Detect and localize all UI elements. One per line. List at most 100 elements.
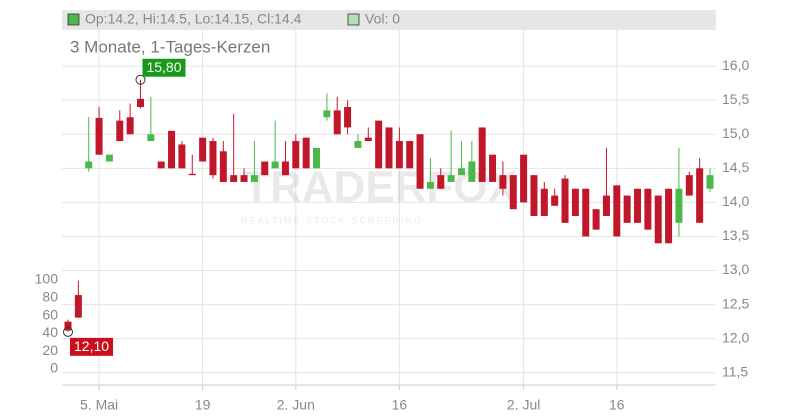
y-tick-label: 15,0 <box>722 125 749 141</box>
candle-body <box>271 161 279 169</box>
candle-body <box>520 154 528 203</box>
candle-body <box>364 137 372 142</box>
candle-body <box>136 98 144 107</box>
candle-body <box>696 168 704 223</box>
candle-body <box>571 188 579 217</box>
annotation-box <box>142 58 186 77</box>
candle-body <box>250 175 258 182</box>
candle-body <box>219 151 227 182</box>
y-tick-label: 12,5 <box>722 295 749 311</box>
y-tick-label: 13,5 <box>722 227 749 243</box>
y-tick-label: 14,0 <box>722 193 749 209</box>
candle-body <box>509 175 517 210</box>
legend-swatch <box>347 13 360 26</box>
candle-body <box>468 161 476 182</box>
chart-title: 3 Monate, 1-Tages-Kerzen <box>70 37 270 56</box>
candle-body <box>540 188 548 217</box>
annotation: 12,10 <box>70 337 114 356</box>
candle-body <box>344 106 352 128</box>
annotation: 15,80 <box>142 58 186 77</box>
candle-body <box>209 141 217 176</box>
y2-tick-label: 20 <box>42 342 58 358</box>
candle-body <box>261 161 269 176</box>
legend-ohlc: Op:14.2, Hi:14.5, Lo:14.15, Cl:14.4 <box>85 11 302 27</box>
candle-body <box>685 175 693 196</box>
candle-body <box>199 137 207 162</box>
candle-body <box>302 137 310 169</box>
candle-body <box>623 195 631 223</box>
y2-tick-label: 60 <box>42 306 58 322</box>
candle-body <box>416 134 424 189</box>
candle-body <box>602 195 610 217</box>
y-tick-label: 11,5 <box>722 363 748 379</box>
candle-body <box>178 144 186 169</box>
y-tick-label: 14,5 <box>722 159 749 175</box>
candle-body <box>230 175 238 182</box>
candle-body <box>105 154 113 162</box>
candle-body <box>530 175 538 217</box>
candle-body <box>489 154 497 182</box>
annotation-label: 15,80 <box>146 59 181 75</box>
candle-body <box>240 175 248 182</box>
candle-body <box>644 188 652 230</box>
x-tick-label: 5. Mai <box>80 397 118 413</box>
candle-body <box>654 195 662 244</box>
candle-body <box>157 161 165 169</box>
candle-body <box>64 321 72 331</box>
candle-body <box>126 117 134 135</box>
candle-body <box>354 141 362 148</box>
candle-body <box>385 127 393 169</box>
candle-body <box>323 110 331 118</box>
candle-body <box>478 127 486 182</box>
annotation-label: 12,10 <box>74 338 109 354</box>
candle-body <box>281 161 289 176</box>
y2-tick-label: 100 <box>35 271 59 287</box>
x-tick-label: 19 <box>195 397 211 413</box>
x-tick-label: 2. Jul <box>507 397 540 413</box>
y-tick-label: 12,0 <box>722 329 749 345</box>
y-tick-label: 13,0 <box>722 261 749 277</box>
y2-tick-label: 80 <box>42 289 58 305</box>
extreme-marker <box>63 326 73 337</box>
x-tick-label: 16 <box>609 397 625 413</box>
candle-body <box>292 141 300 169</box>
candle-body <box>95 117 103 155</box>
x-tick-label: 16 <box>392 397 408 413</box>
candle-body <box>188 173 196 176</box>
candle-body <box>706 175 714 189</box>
annotation-box <box>70 337 114 356</box>
candle-body <box>395 141 403 169</box>
candle-body <box>675 188 683 223</box>
candle-body <box>375 120 383 169</box>
y-tick-label: 15,5 <box>722 91 749 107</box>
candle-body <box>406 141 414 169</box>
candle-body <box>333 110 341 135</box>
legend-volume: Vol: 0 <box>365 11 400 27</box>
candle-body <box>551 195 559 206</box>
candle-body <box>147 134 155 142</box>
y2-tick-label: 40 <box>42 324 58 340</box>
watermark-tagline: REALTIME STOCK SCREENING <box>241 215 423 225</box>
candle-body <box>582 188 590 237</box>
candle-body <box>447 175 455 182</box>
candle-body <box>426 181 434 189</box>
candle-body <box>437 175 445 189</box>
y2-tick-label: 0 <box>50 360 58 376</box>
candle-body <box>74 295 82 318</box>
candle-body <box>592 209 600 230</box>
candle-body <box>613 185 621 237</box>
candle-body <box>561 178 569 223</box>
extreme-marker <box>135 74 146 85</box>
candle-body <box>116 120 124 142</box>
legend-band <box>62 10 716 30</box>
legend-swatch <box>67 13 80 26</box>
candle-body <box>313 147 321 169</box>
candle-body <box>499 175 507 189</box>
x-tick-label: 2. Jun <box>277 397 315 413</box>
candle-body <box>665 188 673 244</box>
candle-body <box>634 188 642 223</box>
y-tick-label: 16,0 <box>722 57 749 73</box>
candle-body <box>457 168 465 176</box>
candle-body <box>85 161 93 169</box>
